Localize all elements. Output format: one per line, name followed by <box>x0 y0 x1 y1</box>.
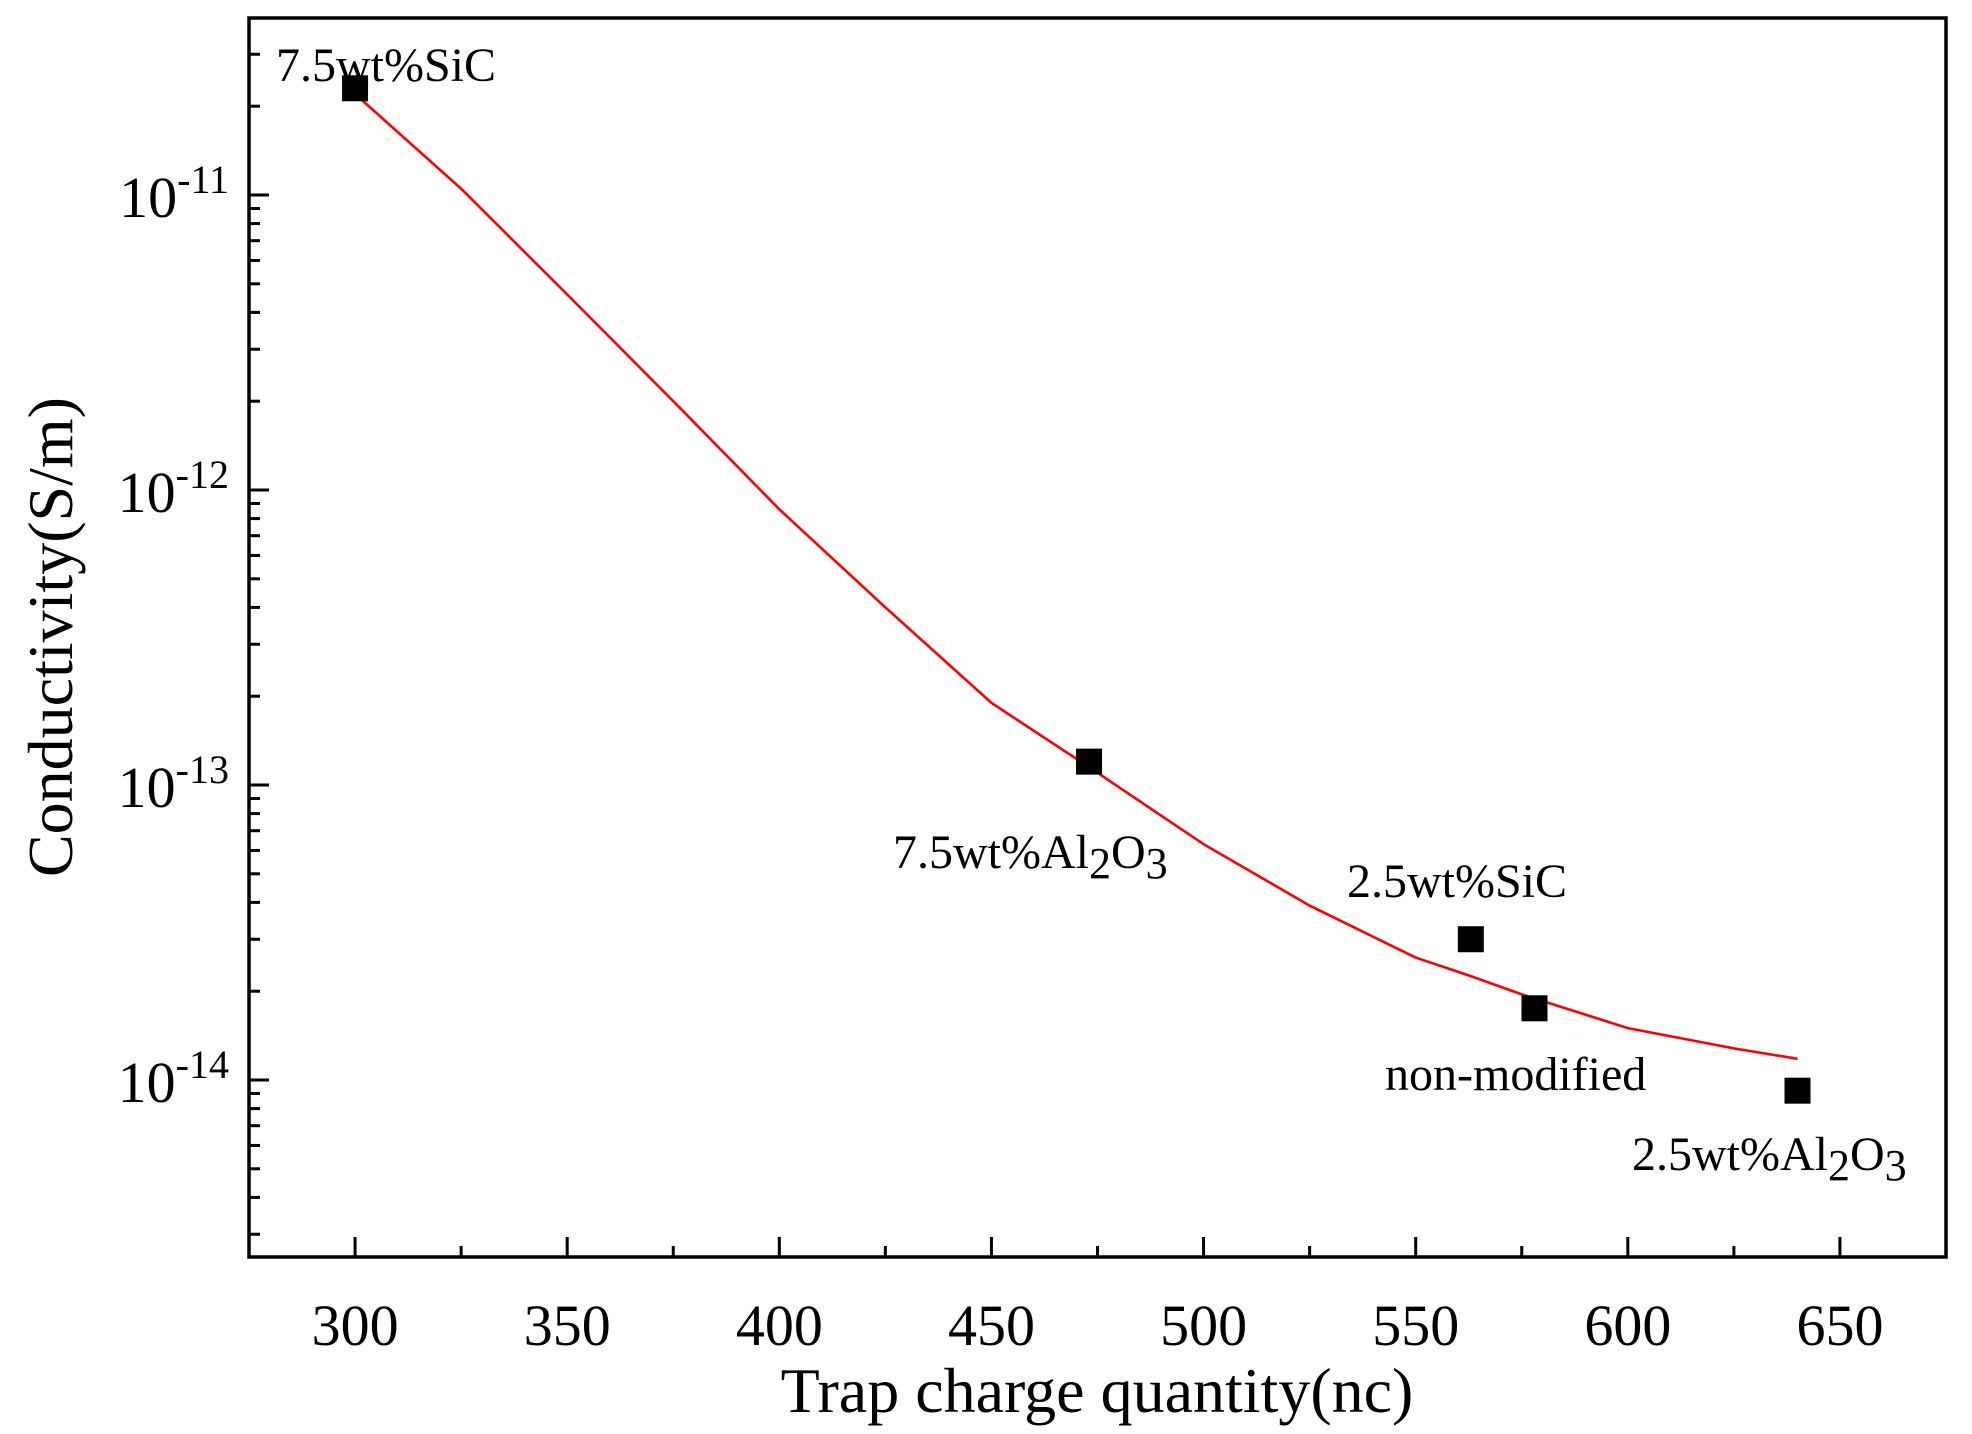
data-point <box>342 75 369 102</box>
tick-layer: 300 350 400 450 500 550 600 650 10-14 10-13 10-12 1… <box>118 52 1948 1358</box>
point-layer <box>342 75 1811 1104</box>
data-point <box>1521 995 1548 1022</box>
x-tick-label: 350 <box>524 1293 611 1358</box>
label-7-5-al2o3: 7.5wt%Al2O3 <box>893 826 1168 888</box>
y-tick-label: 10-11 <box>119 157 229 230</box>
y-axis-title: Conductivity(S/m) <box>15 397 86 877</box>
x-tick-label: 650 <box>1796 1293 1883 1358</box>
data-point <box>1457 926 1484 953</box>
x-tick-label: 300 <box>312 1293 399 1358</box>
y-tick-label: 10-14 <box>118 1042 229 1115</box>
x-tick-label: 550 <box>1372 1293 1459 1358</box>
data-point <box>1784 1077 1811 1104</box>
label-non-modified: non-modified <box>1385 1048 1646 1101</box>
x-tick-label: 600 <box>1584 1293 1671 1358</box>
y-tick-label: 10-12 <box>118 452 229 525</box>
label-2-5-al2o3: 2.5wt%Al2O3 <box>1632 1128 1907 1190</box>
plot-frame <box>247 16 1948 1259</box>
x-axis-title: Trap charge quantity(nc) <box>781 1355 1414 1426</box>
data-point <box>1076 748 1103 775</box>
y-tick-label: 10-13 <box>118 747 229 820</box>
x-tick-label: 500 <box>1160 1293 1247 1358</box>
fit-curve <box>354 93 1798 1061</box>
x-tick-label: 450 <box>948 1293 1035 1358</box>
label-7-5-sic: 7.5wt%SiC <box>276 39 496 92</box>
fit-layer <box>354 93 1798 1061</box>
label-2-5-sic: 2.5wt%SiC <box>1347 855 1567 908</box>
x-tick-label: 400 <box>736 1293 823 1358</box>
